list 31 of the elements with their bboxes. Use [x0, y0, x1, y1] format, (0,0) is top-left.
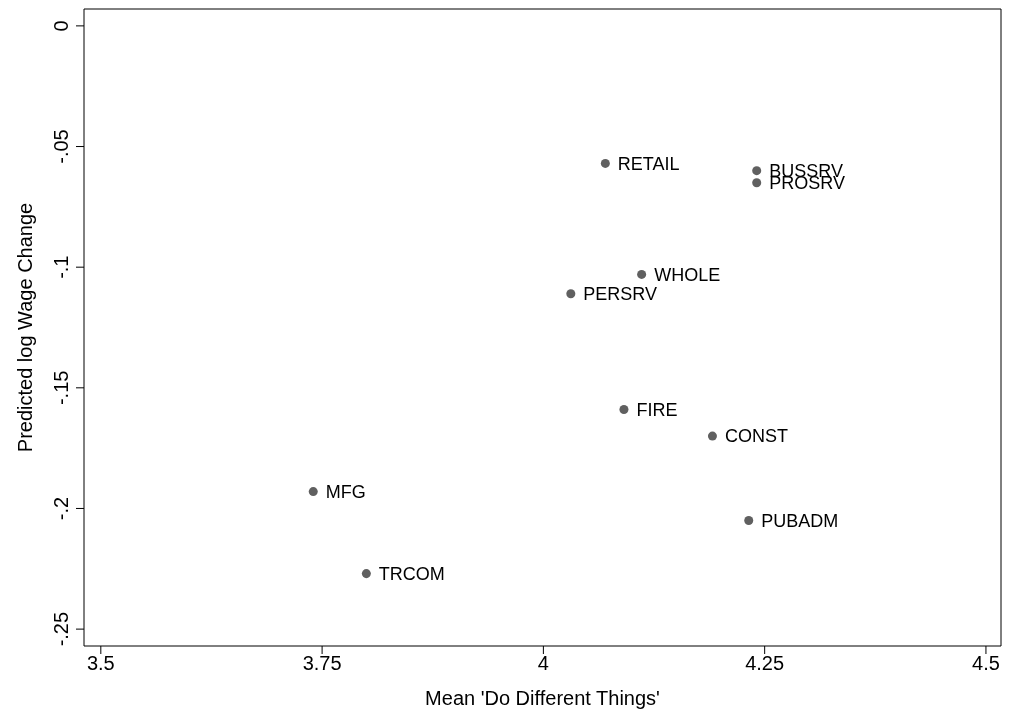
y-tick-label: -.25 — [50, 611, 72, 647]
data-label: PERSRV — [583, 284, 658, 305]
y-tick-label: -.05 — [50, 129, 72, 164]
point — [752, 166, 762, 176]
x-tick-label: 3.75 — [302, 652, 342, 675]
data-label: CONST — [724, 426, 788, 447]
point — [361, 569, 371, 579]
x-axis-title: Mean 'Do Different Things' — [425, 687, 660, 709]
data-label: WHOLE — [654, 264, 721, 285]
data-label: MFG — [325, 481, 366, 502]
point — [600, 158, 610, 168]
y-axis-title: Predicted log Wage Change — [14, 202, 36, 453]
y-tick-label: -.1 — [50, 255, 72, 279]
point — [308, 487, 318, 497]
point — [744, 516, 754, 526]
x-tick-label: 4.5 — [972, 652, 1000, 675]
point — [752, 178, 762, 188]
x-tick-label: 4 — [537, 652, 549, 675]
point — [566, 289, 576, 299]
data-label: TRCOM — [378, 564, 445, 584]
data-label: FIRE — [636, 399, 678, 420]
point — [619, 405, 629, 415]
data-label: RETAIL — [617, 153, 680, 174]
data-label: PUBADM — [761, 510, 839, 531]
point — [637, 269, 647, 279]
x-tick-label: 4.25 — [745, 652, 785, 675]
x-tick-label: 3.5 — [86, 652, 115, 675]
y-tick-label: 0 — [50, 20, 72, 32]
point — [707, 431, 717, 441]
y-tick-label: -.15 — [50, 370, 72, 406]
y-tick-label: -.2 — [50, 496, 72, 521]
